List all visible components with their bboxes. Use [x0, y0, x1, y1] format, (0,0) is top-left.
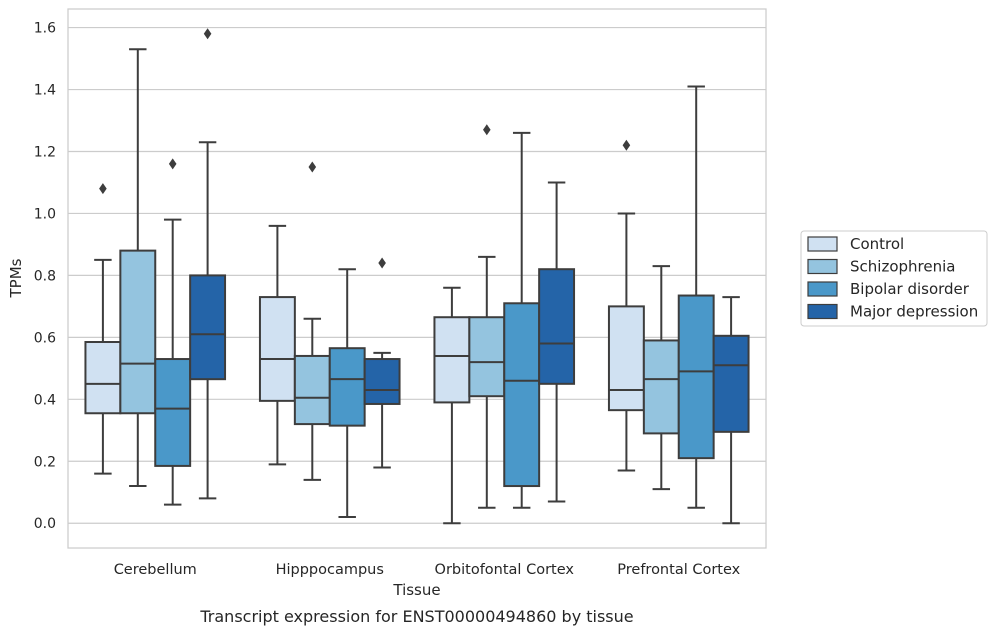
- box-body: [258, 296, 296, 402]
- outlier-marker: [203, 28, 212, 40]
- outlier-marker: [99, 183, 107, 195]
- y-tick-label: 0.8: [34, 268, 56, 284]
- box-0-2: [154, 158, 192, 506]
- outlier-marker: [308, 161, 317, 173]
- box-1-1: [293, 161, 331, 481]
- box-body: [642, 339, 680, 435]
- box-body: [712, 334, 750, 433]
- y-tick-label: 0.6: [34, 330, 56, 346]
- box-2-3: [538, 181, 576, 503]
- box-1-0: [258, 224, 296, 466]
- legend-frame: [800, 230, 988, 327]
- box-1-2: [328, 268, 366, 519]
- legend-label: Bipolar disorder: [850, 280, 970, 298]
- box-3-3: [712, 296, 750, 525]
- y-tick-label: 0.0: [34, 516, 56, 532]
- x-tick-label: Orbitofontal Cortex: [435, 562, 575, 578]
- y-tick-label: 1.6: [34, 21, 56, 37]
- box-0-0: [84, 183, 122, 475]
- box-body: [328, 347, 366, 427]
- legend: Control Schizophrenia Bipolar disorder Majo…: [800, 230, 988, 327]
- y-axis-label: TPMs: [7, 258, 25, 298]
- box-3-1: [642, 265, 680, 491]
- x-tick-label: Hipppocampus: [276, 562, 384, 578]
- y-tick-label: 1.2: [34, 144, 56, 160]
- box-body: [433, 316, 471, 404]
- y-tick-label: 0.4: [34, 392, 56, 408]
- box-body: [119, 249, 157, 415]
- outlier-marker: [378, 257, 386, 269]
- plot-frame: [67, 8, 767, 549]
- y-tick-label: 1.0: [34, 206, 56, 222]
- legend-label: Schizophrenia: [850, 258, 955, 276]
- y-tick-label: 1.4: [34, 83, 56, 99]
- box-3-2: [677, 85, 715, 509]
- box-0-3: [189, 28, 227, 500]
- box-body: [84, 341, 122, 415]
- box-2-0: [433, 286, 471, 525]
- box-body: [189, 274, 227, 381]
- box-2-1: [468, 124, 506, 509]
- legend-swatch: [807, 303, 838, 320]
- x-tick-labels: Cerebellum Hipppocampus Orbitofontal Corte…: [114, 562, 741, 578]
- legend-swatch: [807, 258, 838, 275]
- legend-swatch: [807, 236, 838, 252]
- figure-caption: Transcript expression for ENST0000049486…: [199, 607, 633, 626]
- box-0-1: [119, 48, 157, 488]
- outlier-marker: [168, 158, 177, 170]
- box-body: [363, 358, 401, 405]
- box-layer: [84, 28, 750, 525]
- y-tick-label: 0.2: [34, 454, 56, 470]
- legend-label: Major depression: [850, 303, 978, 321]
- box-body: [468, 316, 506, 398]
- outlier-marker: [483, 124, 491, 136]
- legend-swatch: [807, 281, 838, 297]
- box-3-0: [607, 139, 645, 472]
- box-1-3: [363, 257, 401, 469]
- x-tick-label: Cerebellum: [114, 562, 197, 578]
- box-body: [293, 354, 331, 426]
- x-tick-label: Prefrontal Cortex: [617, 562, 740, 578]
- outlier-marker: [622, 139, 631, 151]
- box-body: [677, 294, 715, 460]
- box-body: [607, 305, 645, 412]
- box-body: [538, 268, 576, 385]
- x-axis-label: Tissue: [392, 581, 440, 599]
- box-body: [154, 358, 192, 467]
- box-2-2: [503, 131, 541, 509]
- legend-label: Control: [850, 235, 904, 253]
- box-body: [503, 302, 541, 488]
- y-tick-labels: 0.0 0.2 0.4 0.6 0.8 1.0 1.2 1.4 1.6: [34, 21, 56, 533]
